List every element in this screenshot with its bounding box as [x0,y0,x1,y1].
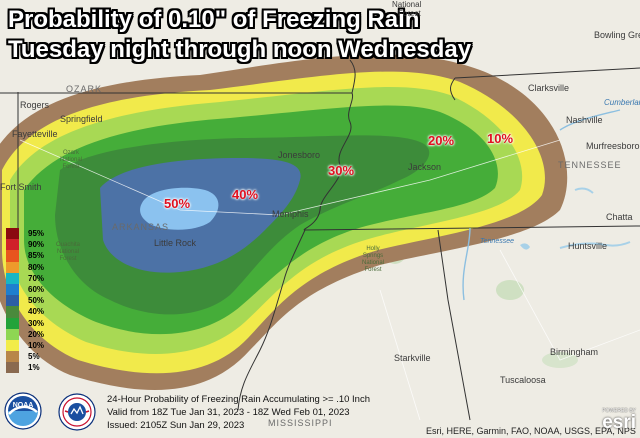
legend-swatch [6,339,19,352]
legend-swatch [6,261,19,273]
legend-swatch [6,283,19,296]
legend-label: 30% [28,318,45,328]
legend-row: 50% [6,295,50,307]
legend-swatch [6,328,19,340]
legend-row: 90% [6,239,50,251]
forest-ozark: Ozark National Forest [60,150,83,170]
river-cumberland: Cumberland [604,98,640,107]
city-fort-smith: Fort Smith [0,182,42,192]
city-memphis: Memphis [272,209,309,219]
city-rogers: Rogers [20,100,50,110]
city-bowling-green: Bowling Green [594,30,640,40]
legend-swatch [6,295,19,307]
city-fayetteville: Fayetteville [12,129,58,139]
legend-row: 20% [6,328,50,340]
city-clarksville: Clarksville [528,83,570,93]
city-tuscaloosa: Tuscaloosa [500,375,546,385]
esri-powered-text: POWERED BY [602,408,636,414]
legend-label: 1% [28,363,40,373]
city-springfield: Springfield [60,114,103,124]
issued-time: Issued: 2105Z Sun Jan 29, 2023 [107,420,245,431]
legend-label: 20% [28,329,45,339]
state-label-tennessee: TENNESSEE [558,160,622,170]
contour-label-40: 40% [232,187,259,202]
label-national-top: National [392,0,422,9]
city-birmingham: Birmingham [550,347,599,357]
contour-label-30: 30% [328,163,355,178]
legend-swatch [6,228,19,240]
legend-row: 60% [6,283,50,296]
city-huntsville: Huntsville [568,241,608,251]
legend-row: 30% [6,317,50,329]
legend-row: 85% [6,250,50,262]
legend-swatch [6,250,19,262]
legend-row: 10% [6,339,50,352]
contour-label-50: 50% [164,196,191,211]
noaa-logo-text: NOAA [13,402,34,409]
legend: 95% 90% 85% 80% 70% 60% 50% 40% 30% 20% 10% 5% 1% [6,228,50,374]
state-label-arkansas: ARKANSAS [112,222,170,232]
city-nashville: Nashville [566,115,603,125]
legend-swatch [6,272,19,284]
label-forest-top: Forest [398,9,421,18]
legend-label: 50% [28,296,45,306]
city-little-rock: Little Rock [154,238,197,248]
legend-label: 60% [28,284,45,294]
valid-period: Valid from 18Z Tue Jan 31, 2023 - 18Z We… [107,407,350,418]
legend-row: 1% [6,362,50,374]
nws-logo-icon [58,393,96,431]
city-jackson: Jackson [408,162,442,172]
legend-label: 95% [28,229,45,238]
legend-label: 90% [28,240,45,250]
product-description: 24-Hour Probability of Freezing Rain Acc… [107,394,370,405]
legend-row: 80% [6,261,50,273]
river-tennessee: Tennessee [480,238,514,245]
legend-row: 5% [6,351,50,363]
contour-label-10: 10% [487,131,514,146]
legend-row: 70% [6,272,50,284]
contour-label-20: 20% [428,133,455,148]
legend-swatch [6,239,19,251]
band-50pct [140,187,219,230]
forest-ouachita: Ouachita National Forest [56,242,81,262]
legend-swatch [6,351,19,363]
noaa-logo-icon: NOAA [4,392,42,430]
city-chattanooga: Chatta [606,212,633,222]
state-label-mississippi: MISSISSIPPI [268,418,333,428]
legend-label: 10% [28,340,45,350]
label-ozark: OZARK [66,84,103,94]
map-subtitle: Tuesday night through noon Wednesday [8,36,472,63]
legend-label: 80% [28,262,45,272]
legend-label: 70% [28,273,45,283]
forest-holly-springs: Holly Springs National Forest [362,246,385,273]
city-murfreesboro: Murfreesboro [586,141,640,151]
city-jonesboro: Jonesboro [278,150,321,160]
city-starkville: Starkville [394,353,431,363]
esri-logo-icon: POWERED BY esri [590,408,636,438]
legend-label: 85% [28,251,45,261]
legend-swatch [6,362,19,374]
legend-row: 40% [6,306,50,318]
map-attribution: Esri, HERE, Garmin, FAO, NOAA, USGS, EPA… [426,426,636,436]
legend-swatch [6,306,19,318]
legend-label: 40% [28,307,45,317]
legend-row: 95% [6,228,50,240]
map-title: Probability of 0.10" of Freezing Rain [8,6,420,33]
esri-wordmark: esri [602,412,636,433]
legend-label: 5% [28,352,40,362]
legend-swatch [6,317,19,329]
